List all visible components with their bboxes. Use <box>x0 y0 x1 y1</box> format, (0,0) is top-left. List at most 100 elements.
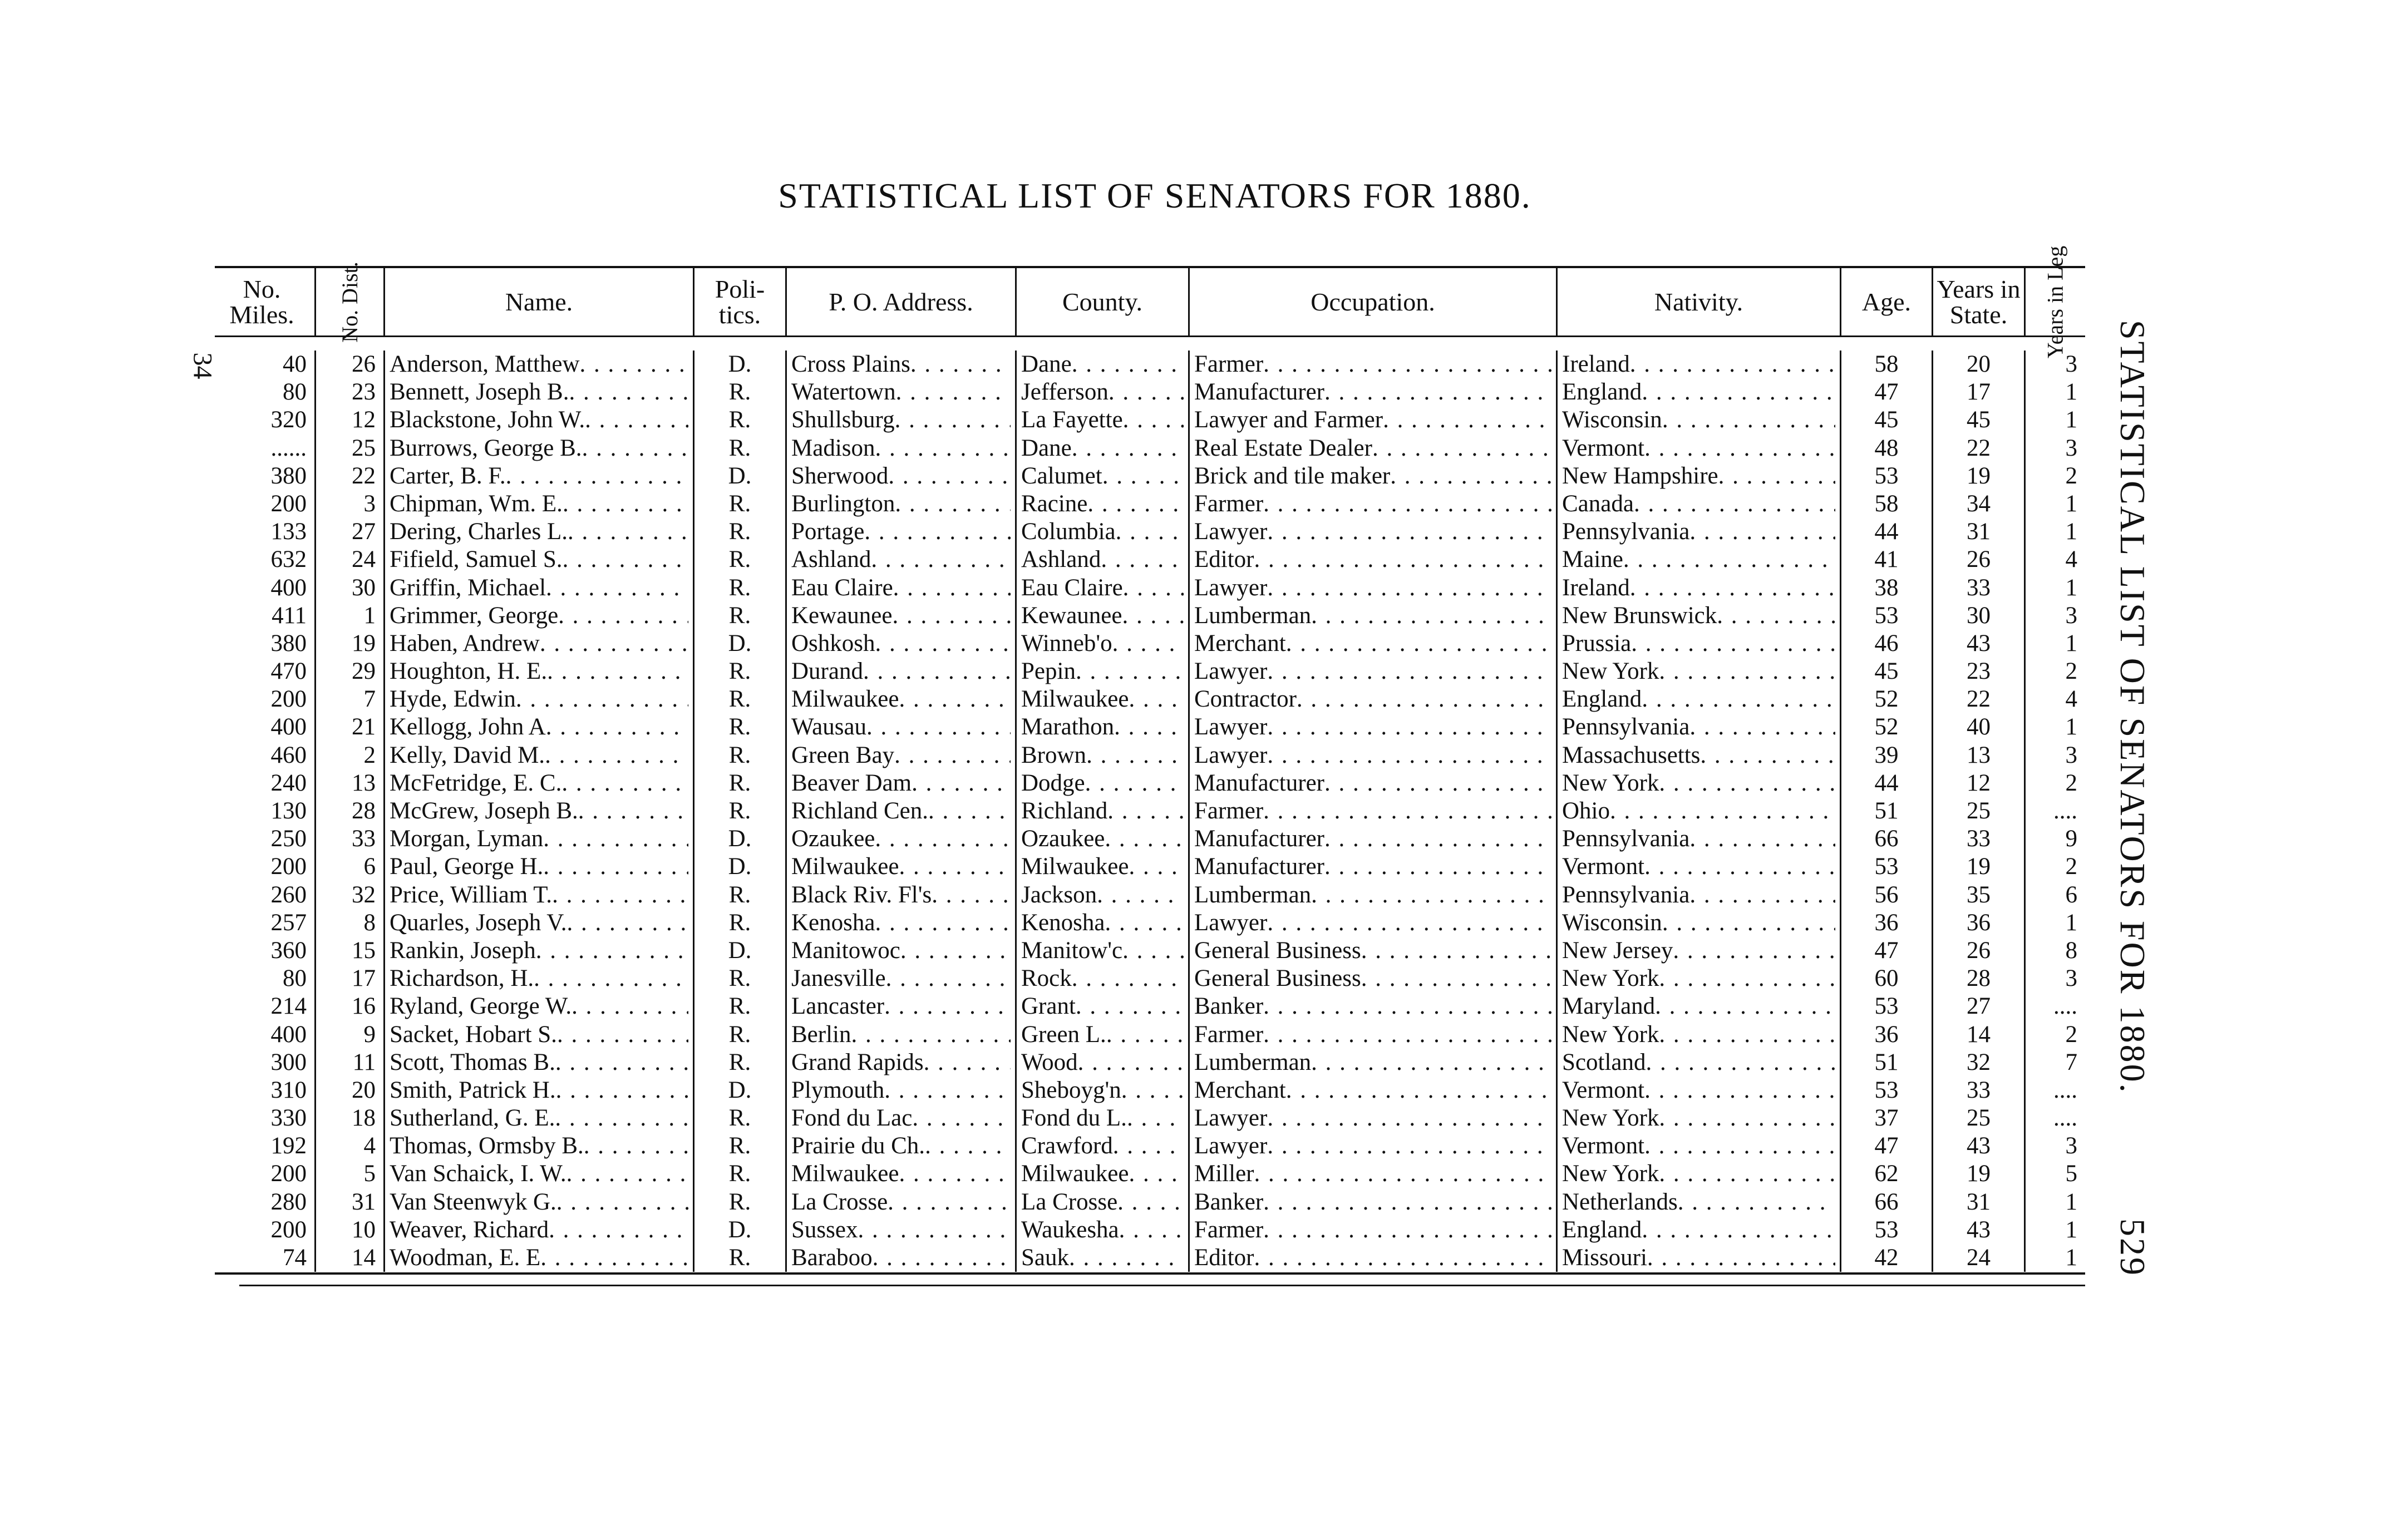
cell-text: .... <box>2053 1077 2077 1103</box>
cell-nativity: New Hampshire <box>1556 462 1840 490</box>
cell-dist: 31 <box>314 1188 383 1216</box>
cell-occupation: Lawyer <box>1188 909 1556 937</box>
leader-dots <box>534 965 688 993</box>
leader-dots <box>1254 546 1551 574</box>
cell-text: Calumet <box>1021 462 1102 489</box>
cell-text: D. <box>728 1216 752 1243</box>
cell-occupation: Merchant <box>1188 629 1556 658</box>
cell-miles: 200 <box>215 1160 314 1188</box>
cell-text: Farmer <box>1194 1021 1264 1048</box>
cell-dist: 20 <box>314 1076 383 1105</box>
cell-text: Thomas, Ormsby B. <box>390 1133 584 1159</box>
cell-text: 400 <box>270 714 307 741</box>
cell-text: 130 <box>270 798 307 824</box>
cell-text: 330 <box>270 1105 307 1132</box>
cell-text: Scott, Thomas B. <box>390 1049 555 1075</box>
cell-politics: R. <box>693 1048 785 1077</box>
cell-years_leg: 3 <box>2024 741 2085 769</box>
cell-dist: 3 <box>314 490 383 519</box>
leader-dots <box>582 435 688 462</box>
cell-text: 62 <box>1874 1161 1899 1187</box>
cell-text: 51 <box>1874 1049 1899 1075</box>
cell-name: Rankin, Joseph <box>383 936 693 965</box>
cell-dist: 1 <box>314 601 383 630</box>
leader-dots <box>899 685 1011 713</box>
leader-dots <box>1263 490 1551 518</box>
cell-politics: R. <box>693 490 785 519</box>
cell-text: 3 <box>2065 602 2078 629</box>
cell-text: Lawyer and Farmer <box>1194 407 1383 433</box>
leader-dots <box>912 769 1011 797</box>
cell-text: Fond du L. <box>1021 1105 1127 1132</box>
cell-po: Milwaukee <box>785 685 1015 714</box>
cell-text: 4 <box>2065 546 2078 573</box>
cell-years_state: 13 <box>1932 741 2024 769</box>
cell-nativity: Canada <box>1556 490 1840 519</box>
cell-years_state: 17 <box>1932 378 2024 407</box>
cell-years_state: 33 <box>1932 574 2024 602</box>
leader-dots <box>871 546 1011 574</box>
cell-text: Prairie du Ch. <box>791 1133 925 1159</box>
cell-years_leg: 1 <box>2024 1188 2085 1216</box>
cell-text: D. <box>728 937 752 964</box>
cell-text: Sacket, Hobart S. <box>390 1021 557 1048</box>
cell-text: .... <box>2053 1105 2077 1132</box>
cell-text: 40 <box>283 351 307 377</box>
cell-name: Morgan, Lyman <box>383 825 693 853</box>
cell-text: 3 <box>2065 742 2078 768</box>
leader-dots <box>545 742 688 769</box>
cell-miles: 214 <box>215 993 314 1020</box>
cell-po: Oshkosh <box>785 629 1015 658</box>
leader-dots <box>568 518 688 546</box>
cell-text: 14 <box>352 1245 376 1271</box>
cell-text: Hyde, Edwin <box>390 686 516 713</box>
leader-dots <box>1267 713 1551 741</box>
cell-text: Manitow'c <box>1021 937 1123 964</box>
leader-dots <box>1689 825 1835 853</box>
cell-po: Portage <box>785 518 1015 546</box>
cell-text: Banker <box>1194 1188 1264 1215</box>
cell-text: Chipman, Wm. E. <box>390 490 563 517</box>
cell-text: 12 <box>1967 769 1991 796</box>
cell-text: R. <box>728 658 751 685</box>
cell-text: 200 <box>270 490 307 517</box>
cell-dist: 4 <box>314 1132 383 1161</box>
cell-occupation: Lawyer <box>1188 658 1556 686</box>
cell-text: La Crosse <box>791 1188 888 1215</box>
leader-dots <box>895 490 1011 518</box>
cell-text: Real Estate Dealer <box>1194 435 1372 461</box>
cell-text: Contractor <box>1194 686 1297 713</box>
cell-name: Smith, Patrick H. <box>383 1076 693 1105</box>
cell-text: 133 <box>270 519 307 545</box>
cell-text: 34 <box>1967 490 1991 517</box>
cell-text: New York <box>1562 658 1659 685</box>
cell-text: General Business <box>1194 965 1361 992</box>
leader-dots <box>557 1021 688 1049</box>
leader-dots <box>1659 1104 1835 1132</box>
cell-text: Green L. <box>1021 1021 1106 1048</box>
column-header-name: Name. <box>383 268 693 337</box>
leader-dots <box>1689 881 1835 909</box>
cell-years_leg: 1 <box>2024 1244 2085 1272</box>
cell-text: 9 <box>2065 826 2078 852</box>
cell-occupation: Editor <box>1188 1244 1556 1272</box>
cell-county: Milwaukee <box>1015 853 1188 881</box>
cell-text: 23 <box>1967 658 1991 685</box>
cell-county: Kewaunee <box>1015 601 1188 630</box>
cell-text: New Brunswick <box>1562 602 1717 629</box>
cell-politics: R. <box>693 1104 785 1133</box>
cell-text: Sherwood <box>791 462 889 489</box>
cell-text: 30 <box>1967 602 1991 629</box>
cell-po: Wausau <box>785 713 1015 742</box>
senators-table: No. Miles. No. Dist. Name. Poli- tics. P. O.… <box>215 245 2085 1276</box>
cell-text: Quarles, Joseph V. <box>390 909 567 936</box>
cell-text: 80 <box>283 379 307 406</box>
cell-text: Rock <box>1021 965 1072 992</box>
cell-text: Brown <box>1021 742 1087 768</box>
cell-text: 28 <box>352 798 376 824</box>
cell-text: 39 <box>1874 742 1899 768</box>
cell-text: Smith, Patrick H. <box>390 1077 556 1103</box>
cell-text: 2 <box>363 742 376 768</box>
leader-dots <box>928 797 1011 825</box>
cell-text: 1 <box>2065 1245 2078 1271</box>
